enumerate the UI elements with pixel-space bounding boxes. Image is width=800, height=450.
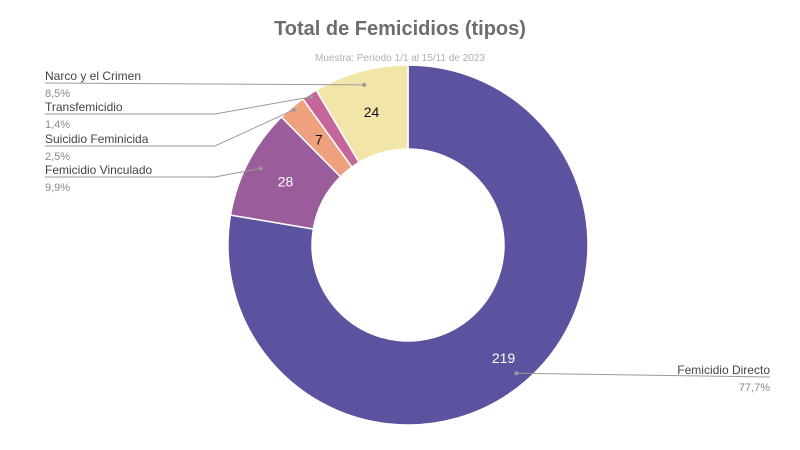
slice-value-label: 7 [315,132,323,148]
callout-dot-femicidio-directo [514,371,519,376]
callout-dot-femicidio-vinculado [258,166,263,171]
callout-line-femicidio-directo [516,372,771,378]
legend-label-narco-y-el-crimen: Narco y el Crimen [45,69,141,83]
legend-percent-transfemicidio: 1,4% [45,119,70,131]
callout-line-femicidio-vinculado [45,167,261,178]
donut-slice-femicidio-directo [227,64,589,426]
callout-dot-narco-y-el-crimen [362,82,367,87]
legend-percent-narco-y-el-crimen: 8,5% [45,88,70,100]
callout-line-suicidio-feminicida [45,109,294,147]
chart-title: Total de Femicidios (tipos) [274,18,526,40]
legend-label-transfemicidio: Transfemicidio [45,100,123,114]
callout-line-narco-y-el-crimen [44,82,365,86]
legend-label-femicidio-vinculado: Femicidio Vinculado [45,163,152,177]
slice-value-label: 24 [364,104,380,120]
legend-percent-suicidio-feminicida: 2,5% [45,151,70,163]
callout-line-transfemicidio [45,96,312,115]
slice-value-label: 219 [492,350,516,366]
legend-label-suicidio-feminicida: Suicidio Feminicida [45,132,149,146]
chart-subtitle: Muestra: Período 1/1 al 15/11 de 2023 [315,53,485,64]
callout-dot-suicidio-feminicida [291,107,296,112]
legend-label-femicidio-directo: Femicidio Directo [677,363,770,377]
slice-value-label: 28 [278,173,294,189]
donut-slice-narco-y-el-crimen [315,64,409,164]
legend-percent-femicidio-directo: 77,7% [739,382,770,394]
callout-dot-transfemicidio [309,94,314,99]
legend-percent-femicidio-vinculado: 9,9% [45,182,70,194]
